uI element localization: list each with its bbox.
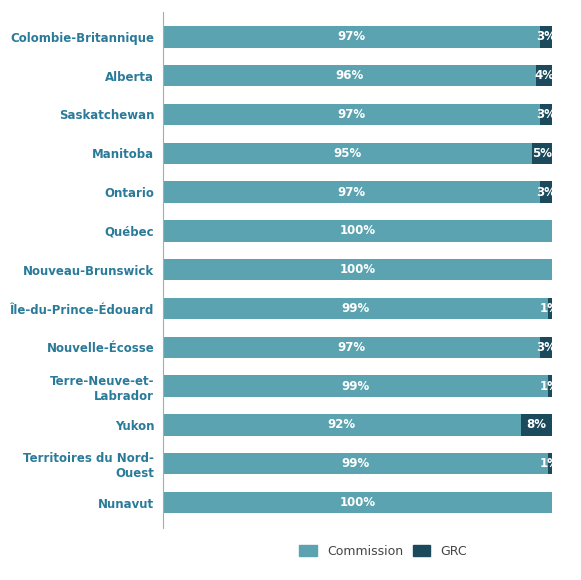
Bar bbox=[548, 453, 552, 474]
Text: 1%: 1% bbox=[540, 380, 560, 393]
Bar bbox=[163, 182, 540, 203]
Bar bbox=[163, 375, 548, 397]
Text: 1%: 1% bbox=[540, 302, 560, 315]
Bar bbox=[540, 26, 552, 48]
Text: 97%: 97% bbox=[338, 108, 365, 121]
Bar bbox=[163, 26, 540, 48]
Bar bbox=[163, 492, 552, 513]
Text: 97%: 97% bbox=[338, 341, 365, 354]
Legend: Commission, GRC: Commission, GRC bbox=[299, 545, 467, 558]
Bar bbox=[521, 414, 552, 436]
Bar bbox=[532, 143, 552, 164]
Bar bbox=[548, 375, 552, 397]
Text: 99%: 99% bbox=[341, 380, 370, 393]
Bar bbox=[163, 414, 521, 436]
Text: 92%: 92% bbox=[328, 418, 356, 432]
Text: 8%: 8% bbox=[526, 418, 546, 432]
Bar bbox=[540, 104, 552, 125]
Bar bbox=[163, 220, 552, 241]
Text: 3%: 3% bbox=[536, 341, 556, 354]
Text: 3%: 3% bbox=[536, 108, 556, 121]
Text: 99%: 99% bbox=[341, 302, 370, 315]
Bar bbox=[163, 298, 548, 319]
Text: 5%: 5% bbox=[532, 147, 552, 160]
Bar bbox=[163, 259, 552, 280]
Text: 3%: 3% bbox=[536, 30, 556, 44]
Bar bbox=[163, 336, 540, 358]
Bar bbox=[540, 182, 552, 203]
Text: 97%: 97% bbox=[338, 30, 365, 44]
Text: 3%: 3% bbox=[536, 186, 556, 198]
Text: 100%: 100% bbox=[339, 224, 375, 237]
Bar bbox=[163, 104, 540, 125]
Text: 4%: 4% bbox=[534, 69, 554, 82]
Bar bbox=[163, 65, 536, 86]
Text: 1%: 1% bbox=[540, 457, 560, 470]
Bar bbox=[540, 336, 552, 358]
Text: 96%: 96% bbox=[335, 69, 364, 82]
Bar bbox=[548, 298, 552, 319]
Text: 100%: 100% bbox=[339, 496, 375, 509]
Text: 95%: 95% bbox=[333, 147, 362, 160]
Text: 100%: 100% bbox=[339, 263, 375, 276]
Bar bbox=[536, 65, 552, 86]
Bar bbox=[163, 143, 532, 164]
Text: 97%: 97% bbox=[338, 186, 365, 198]
Text: 99%: 99% bbox=[341, 457, 370, 470]
Bar bbox=[163, 453, 548, 474]
